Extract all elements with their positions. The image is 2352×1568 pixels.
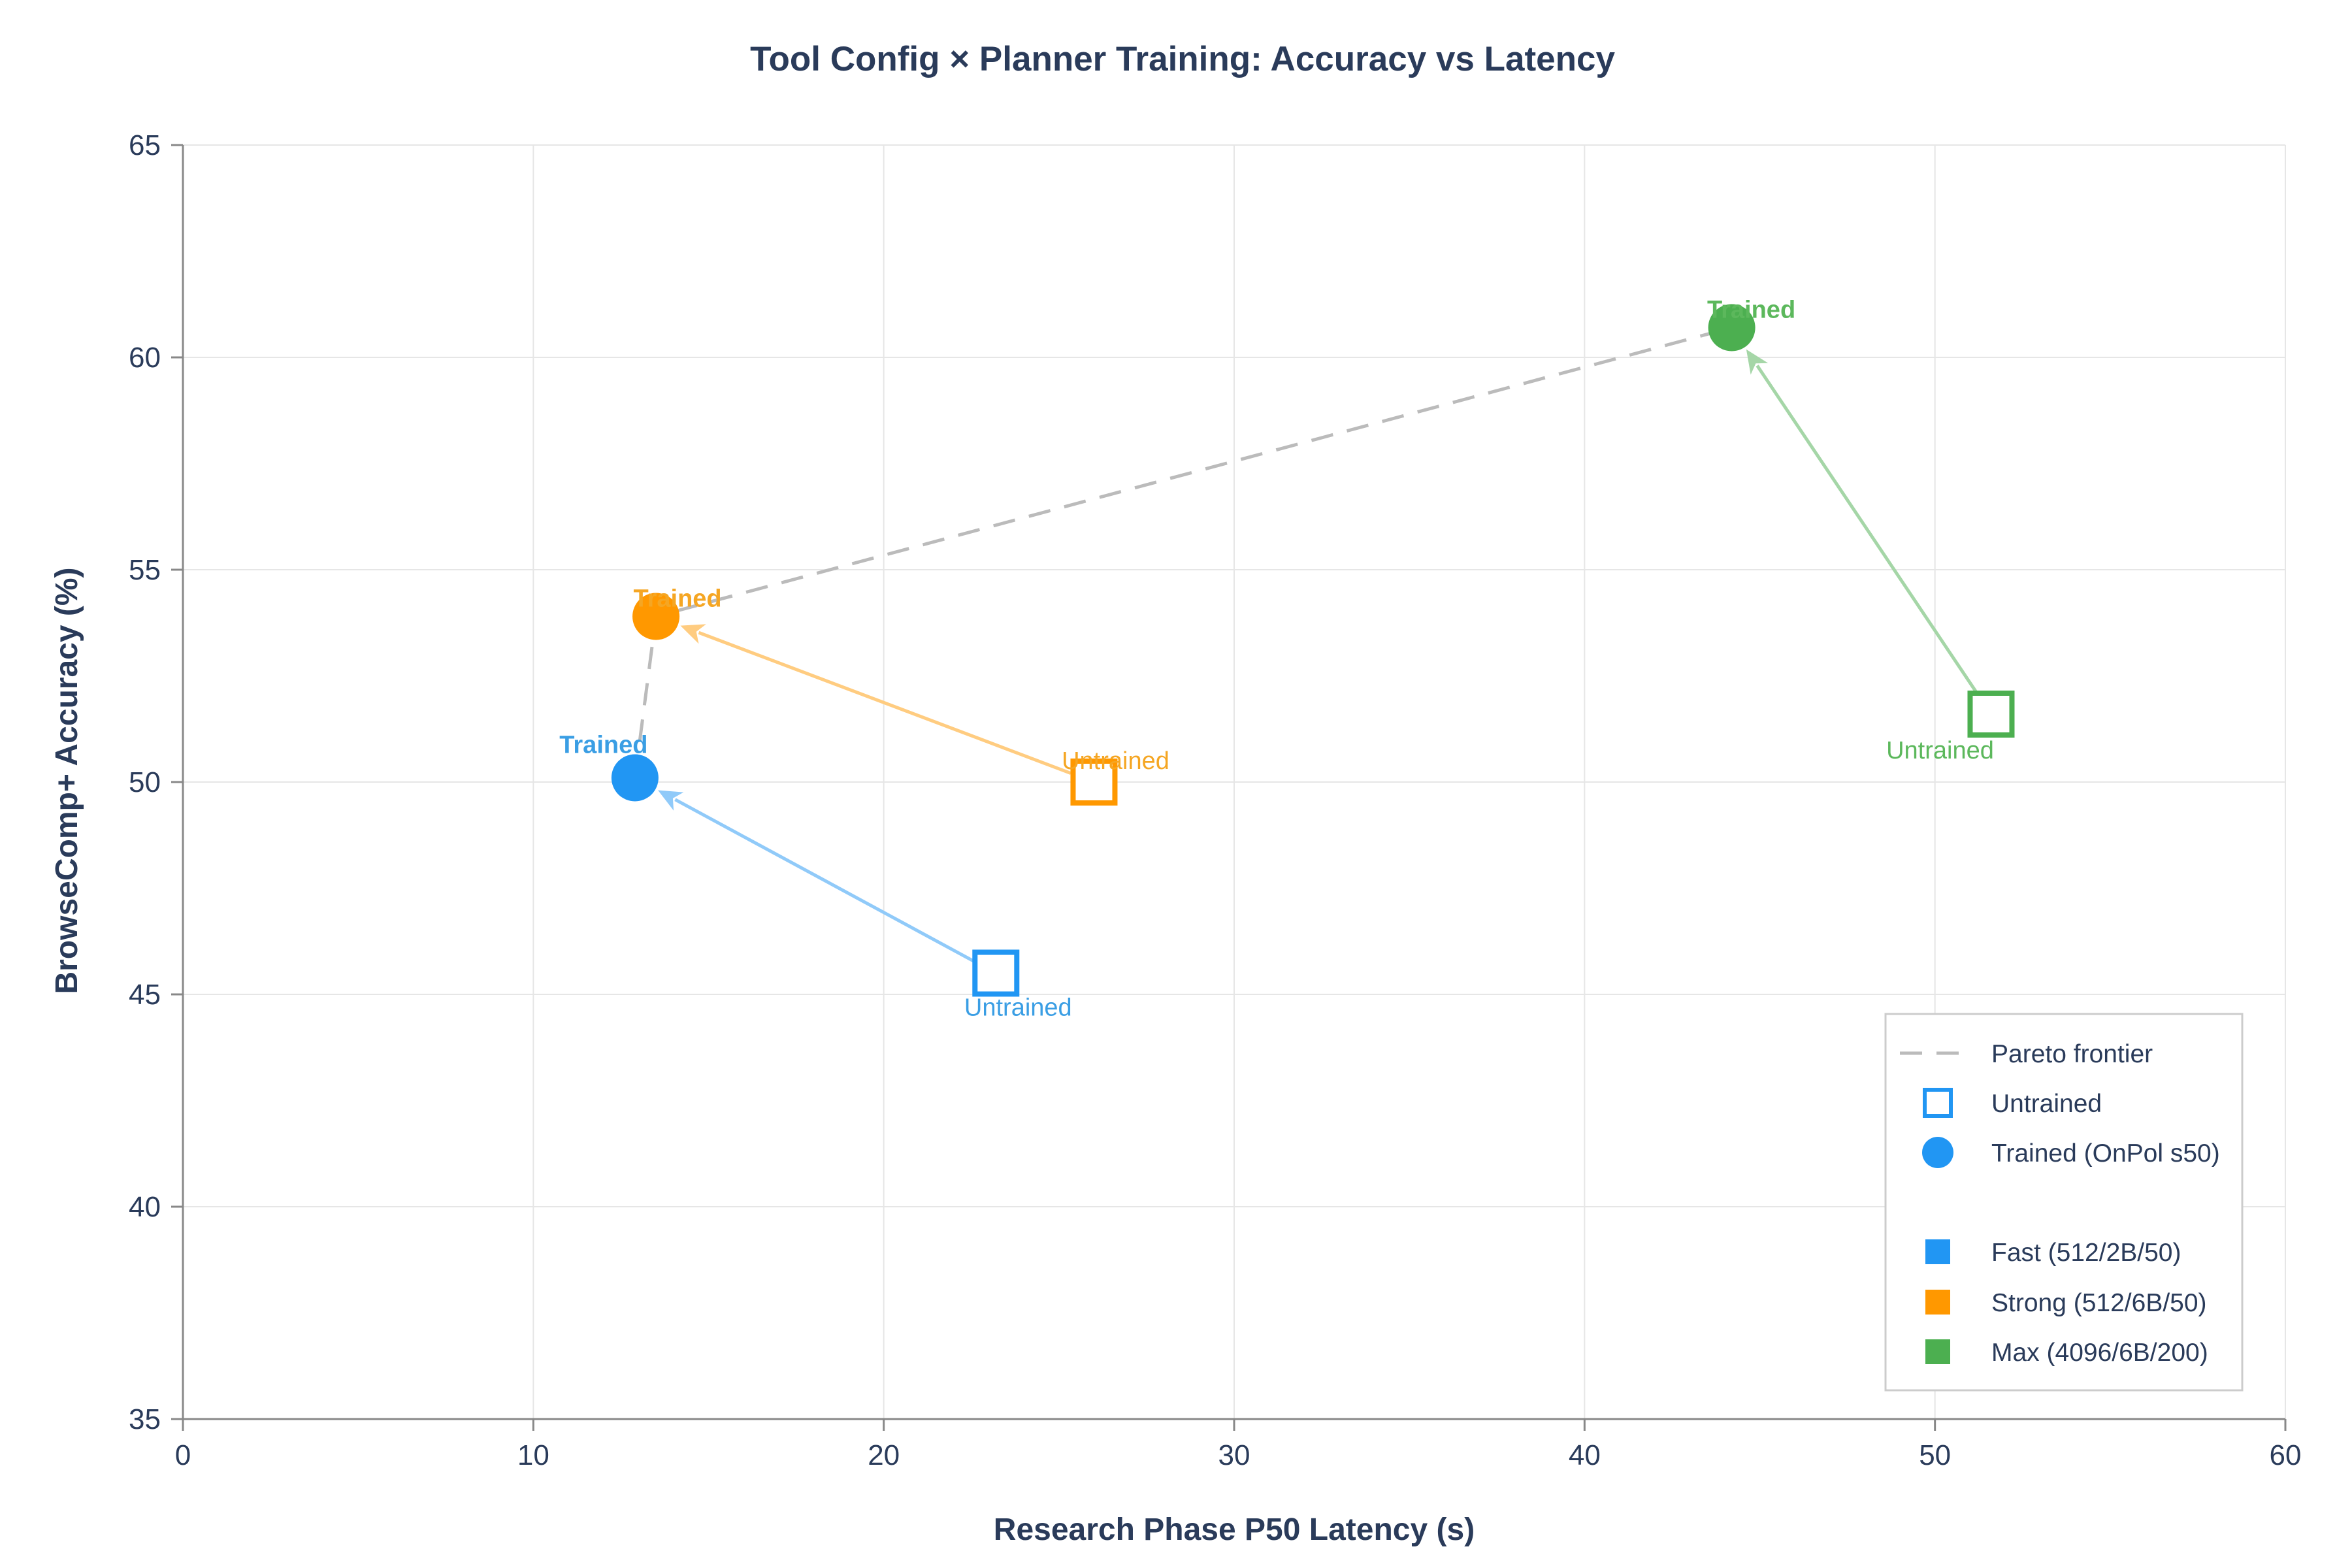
y-tick-label: 45: [129, 979, 161, 1011]
legend-color-swatch: [1925, 1339, 1950, 1364]
legend-color-swatch: [1925, 1290, 1950, 1315]
trained-point-label: Trained: [633, 585, 721, 613]
y-tick-label: 60: [129, 342, 161, 374]
legend: Pareto frontier Untrained Trained (OnPol s…: [1884, 1013, 2244, 1392]
axes: 0 10 20 30 40 50 60 35 40 45 50 55 60 65: [129, 129, 2301, 1471]
training-arrows-layer: [658, 349, 1979, 963]
y-tick-label: 65: [129, 129, 161, 161]
x-tick-label: 0: [175, 1439, 191, 1471]
y-tick-label: 55: [129, 554, 161, 586]
point-labels-layer: Untrained Trained Untrained Trained Untraine…: [559, 297, 1994, 1022]
x-tick-label: 40: [1569, 1439, 1601, 1471]
legend-label: Fast (512/2B/50): [1991, 1239, 2181, 1267]
x-axis-title: Research Phase P50 Latency (s): [994, 1512, 1475, 1547]
legend-label: Untrained: [1991, 1090, 2102, 1118]
legend-label: Trained (OnPol s50): [1991, 1139, 2220, 1168]
legend-open-square-swatch: [1923, 1088, 1953, 1118]
markers-layer: [611, 304, 2015, 997]
legend-label: Pareto frontier: [1991, 1040, 2153, 1068]
legend-box: [1884, 1013, 2244, 1392]
x-tick-label: 60: [2270, 1439, 2302, 1471]
x-tick-label: 30: [1218, 1439, 1250, 1471]
x-tick-label: 20: [868, 1439, 900, 1471]
legend-label: Max (4096/6B/200): [1991, 1339, 2208, 1367]
untrained-point-label: Untrained: [1886, 737, 1994, 764]
trained-marker: [632, 593, 680, 640]
training-arrow-head: [1746, 349, 1769, 375]
legend-label: Strong (512/6B/50): [1991, 1289, 2207, 1317]
y-tick-label: 35: [129, 1403, 161, 1435]
training-arrow-head: [680, 624, 706, 644]
untrained-marker: [1070, 759, 1118, 806]
x-tick-label: 10: [517, 1439, 549, 1471]
untrained-point-label: Untrained: [964, 994, 1072, 1022]
training-arrow-line: [698, 630, 1071, 775]
legend-circle-swatch: [1922, 1137, 1953, 1168]
untrained-marker: [972, 949, 1020, 997]
untrained-point-label: Untrained: [1062, 747, 1169, 775]
trained-marker: [1708, 304, 1756, 351]
chart-title: Tool Config × Planner Training: Accuracy…: [750, 40, 1615, 78]
trained-point-label: Trained: [1707, 297, 1795, 324]
training-arrow-line: [1756, 365, 1979, 694]
untrained-marker: [1967, 691, 2015, 738]
y-axis-title: BrowseComp+ Accuracy (%): [50, 567, 84, 994]
y-tick-label: 40: [129, 1191, 161, 1223]
x-tick-label: 50: [1919, 1439, 1951, 1471]
legend-color-swatch: [1925, 1239, 1950, 1264]
trained-point-label: Trained: [559, 732, 647, 759]
trained-marker: [611, 754, 659, 802]
y-tick-label: 50: [129, 766, 161, 798]
training-arrow-head: [658, 790, 684, 811]
training-arrow-line: [674, 798, 975, 963]
